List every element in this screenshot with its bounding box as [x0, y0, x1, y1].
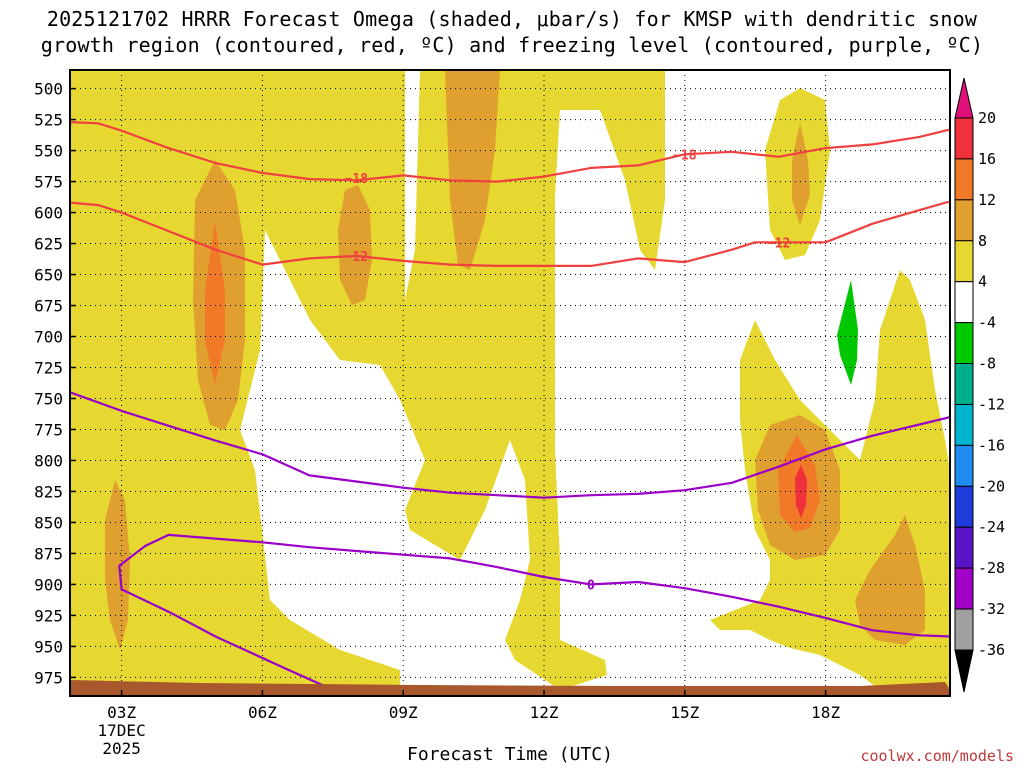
x-tick-label: 06Z	[248, 703, 277, 722]
omega-region-green	[837, 280, 858, 385]
y-tick-label: 950	[34, 637, 63, 656]
colorbar-tick-label: -28	[978, 559, 1005, 577]
y-tick-label: 850	[34, 513, 63, 532]
x-tick-label: 15Z	[670, 703, 699, 722]
colorbar-band	[954, 322, 974, 365]
colorbar-tick-label: -8	[978, 355, 996, 373]
x-tick-label: 09Z	[389, 703, 418, 722]
colorbar-band	[954, 608, 974, 651]
credit-text: coolwx.com/models	[860, 747, 1014, 765]
contour-line	[70, 391, 950, 499]
colorbar-tick-label: 12	[978, 191, 996, 209]
y-tick-label: 500	[34, 80, 63, 99]
contour-label: −12	[345, 250, 368, 265]
colorbar-band	[954, 363, 974, 405]
contour-labels: −18 −18 −12 −12 0	[345, 148, 791, 593]
y-tick-label: 575	[34, 173, 63, 192]
x-tick-sublabel: 17DEC	[98, 721, 146, 740]
y-tick-label: 925	[34, 606, 63, 625]
colorbar-band	[954, 158, 974, 201]
colorbar-band	[954, 403, 974, 446]
y-tick-label: 975	[34, 668, 63, 687]
y-tick-label: 750	[34, 389, 63, 408]
colorbar-band	[954, 117, 974, 160]
y-tick-label: 700	[34, 328, 63, 347]
colorbar-bottom-arrow	[954, 649, 974, 693]
contour-line	[118, 533, 950, 691]
x-tick-label: 03Z	[107, 703, 136, 722]
y-tick-label: 550	[34, 142, 63, 161]
omega-region-darkorange-1	[205, 222, 225, 385]
colorbar-tick-label: -36	[978, 641, 1005, 659]
y-tick-label: 675	[34, 297, 63, 316]
colorbar-tick-label: -4	[978, 314, 996, 332]
y-tick-label: 900	[34, 575, 63, 594]
plot-frame	[69, 69, 951, 697]
colorbar-band	[954, 567, 974, 610]
omega-region-orange-6	[855, 515, 925, 645]
colorbar-tick-label: -32	[978, 600, 1005, 618]
colorbar-tick-label: -12	[978, 395, 1005, 413]
y-tick-label: 650	[34, 266, 63, 285]
colorbar-band	[954, 485, 974, 528]
omega-shading	[70, 70, 950, 690]
x-tick-sublabel: 2025	[102, 739, 141, 758]
contour-line	[70, 121, 950, 183]
omega-region-orange-4	[792, 123, 810, 225]
y-tick-label: 775	[34, 420, 63, 439]
y-axis-ticks: 500 525 550 575 600 625 650 675 700 725 750 775 800 8…	[34, 80, 76, 687]
contour-label: −18	[345, 172, 369, 187]
x-tick-label: 12Z	[530, 703, 559, 722]
y-tick-label: 600	[34, 204, 63, 223]
contour-label: −12	[767, 236, 790, 251]
y-tick-label: 725	[34, 359, 63, 378]
y-tick-label: 875	[34, 544, 63, 563]
colorbar-tick-label: 8	[978, 232, 987, 250]
colorbar-tick-label: -16	[978, 436, 1005, 454]
contour-line	[70, 200, 950, 267]
y-tick-label: 625	[34, 235, 63, 254]
contour-label: 0	[587, 578, 595, 593]
y-tick-label: 825	[34, 482, 63, 501]
colorbar-band	[954, 240, 974, 283]
y-tick-label: 525	[34, 111, 63, 130]
chart-title: 2025121702 HRRR Forecast Omega (shaded, …	[40, 7, 984, 57]
omega-region-orange-3	[338, 185, 372, 305]
x-tick-label: 18Z	[811, 703, 840, 722]
colorbar: 20 16 12 8 4 -4 -8 -12 -16 -20 -24 -28 -32 -36	[954, 77, 1005, 693]
colorbar-tick-label: -24	[978, 518, 1005, 536]
colorbar-tick-label: 4	[978, 273, 987, 291]
colorbar-band	[954, 526, 974, 569]
contour-lines	[70, 121, 950, 691]
contour-label: −18	[673, 148, 697, 163]
colorbar-tick-label: -20	[978, 477, 1005, 495]
gridlines	[70, 70, 950, 696]
omega-region-orange-2	[445, 70, 500, 270]
colorbar-band	[954, 281, 974, 324]
colorbar-top-arrow	[954, 77, 974, 119]
terrain-strip	[70, 680, 950, 696]
colorbar-tick-label: 16	[978, 150, 996, 168]
y-tick-label: 800	[34, 451, 63, 470]
omega-region-orange-7	[105, 480, 130, 650]
omega-region-red	[795, 465, 807, 518]
colorbar-band	[954, 444, 974, 487]
colorbar-tick-label: 20	[978, 109, 996, 127]
colorbar-band	[954, 199, 974, 242]
x-axis-label: Forecast Time (UTC)	[407, 744, 613, 765]
